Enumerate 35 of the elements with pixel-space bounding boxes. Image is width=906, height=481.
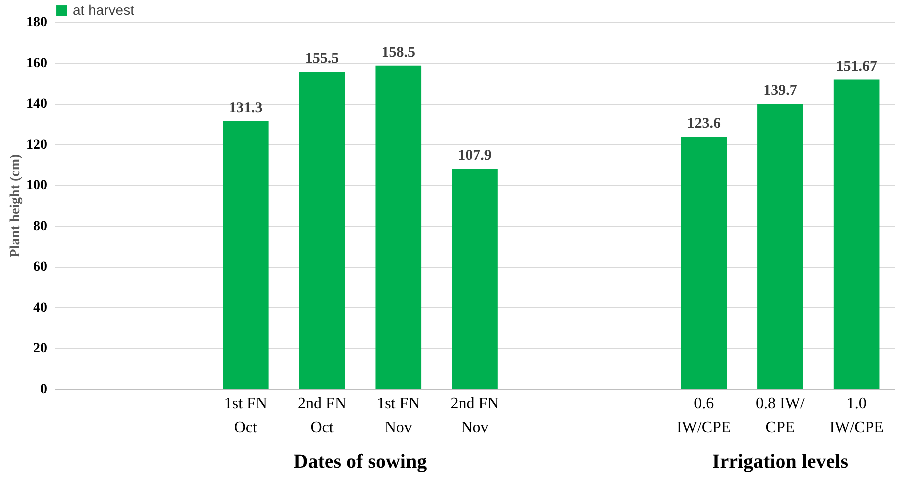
y-tick-label: 0 <box>40 382 48 398</box>
x-tick-label: 1.0 IW/CPE <box>830 396 884 436</box>
y-tick-label: 160 <box>26 56 48 72</box>
y-tick-label: 180 <box>26 16 48 30</box>
data-label: 139.7 <box>764 83 798 100</box>
y-tick-label: 80 <box>34 219 48 234</box>
y-tick-label: 140 <box>26 97 48 112</box>
data-label: 155.5 <box>305 50 340 67</box>
x-tick-label: 2nd FN Nov <box>450 396 500 436</box>
bar <box>223 121 269 389</box>
data-label: 131.3 <box>229 100 263 116</box>
legend-label: at harvest <box>73 2 135 18</box>
x-tick-label: 2nd FN Oct <box>298 396 347 436</box>
text: Dates of sowing <box>294 451 428 474</box>
y-tick-label: 20 <box>34 342 48 357</box>
data-label: 123.6 <box>687 116 722 132</box>
y-axis-title: Plant height (cm) <box>8 154 24 258</box>
x-tick-label: 0.6 IW/CPE <box>676 396 732 436</box>
text: Irrigation levels <box>712 451 848 474</box>
bar <box>681 136 727 389</box>
y-tick-label: 60 <box>34 260 48 276</box>
data-label: 158.5 <box>382 44 416 61</box>
y-tick-label: 100 <box>26 178 48 194</box>
bar <box>834 80 880 389</box>
bar <box>376 66 422 389</box>
y-tick-label: 120 <box>26 138 48 153</box>
bar <box>758 104 804 389</box>
bar <box>452 169 498 389</box>
bar <box>299 72 346 389</box>
x-tick-label: 0.8 IW/ CPE <box>756 396 806 436</box>
y-tick-label: 40 <box>34 300 48 316</box>
data-label: 107.9 <box>458 148 492 164</box>
data-label: 151.67 <box>836 58 878 75</box>
x-tick-label: 1st FN Nov <box>377 396 421 436</box>
x-tick-label: 1st FN Oct <box>224 396 268 436</box>
